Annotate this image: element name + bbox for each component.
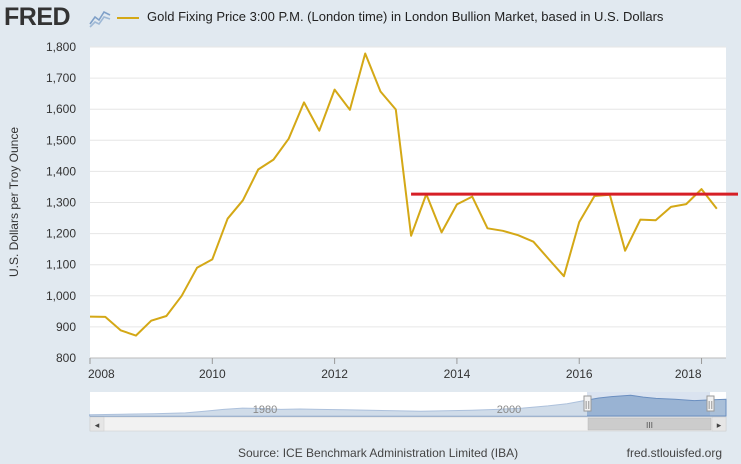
y-tick-label: 1,700 (46, 71, 76, 85)
scrollbar-thumb[interactable]: III (587, 417, 712, 431)
y-tick-label: 900 (56, 320, 76, 334)
navigator-handle-left-grip: || (585, 400, 590, 409)
x-tick-label: 2008 (88, 367, 115, 381)
y-tick-label: 1,300 (46, 196, 76, 210)
scroll-left-button[interactable]: ◂ (89, 416, 105, 432)
y-tick-label: 1,200 (46, 227, 76, 241)
y-tick-label: 1,100 (46, 258, 76, 272)
series-gold-price (90, 52, 718, 337)
y-tick-label: 1,800 (46, 40, 76, 54)
navigator-handle-right-grip: || (708, 400, 713, 409)
y-axis-label: U.S. Dollars per Troy Ounce (7, 127, 21, 277)
navigator-handle-left[interactable]: || (583, 395, 592, 412)
y-tick-label: 1,500 (46, 133, 76, 147)
x-tick-label: 2016 (566, 367, 593, 381)
legend-series-label: Gold Fixing Price 3:00 P.M. (London time… (147, 9, 664, 24)
x-tick-label: 2012 (321, 367, 348, 381)
navigator-label-1980: 1980 (253, 404, 277, 416)
scrollbar-grip-icon: III (646, 421, 653, 430)
scroll-left-arrow-icon: ◂ (95, 421, 100, 431)
y-tick-label: 1,400 (46, 164, 76, 178)
chart-header: FRED Gold Fixing Price 3:00 P.M. (London… (0, 0, 741, 36)
x-tick-label: 2010 (199, 367, 226, 381)
scroll-right-arrow-icon: ▸ (717, 421, 722, 431)
y-tick-label: 1,000 (46, 289, 76, 303)
logo-graph-icon (89, 6, 111, 28)
scroll-right-button[interactable]: ▸ (711, 416, 727, 432)
series-line[interactable] (90, 52, 718, 337)
axes: 800 900 1,000 1,100 1,200 1,300 1,400 1,500 1,60… (46, 40, 726, 381)
navigator-label-2000: 2000 (497, 404, 521, 416)
legend-series-swatch (117, 17, 139, 19)
y-tick-label: 800 (56, 351, 76, 365)
navigator-selection[interactable] (587, 392, 710, 416)
navigator-mask-left (90, 392, 587, 416)
navigator-area (89, 394, 727, 417)
navigator-handle-right[interactable]: || (706, 395, 715, 412)
navigator[interactable]: 1980 2000 || || (89, 392, 727, 417)
source-url-link[interactable]: fred.stlouisfed.org (626, 446, 722, 460)
source-note: Source: ICE Benchmark Administration Lim… (238, 446, 519, 460)
y-tick-label: 1,600 (46, 102, 76, 116)
x-tick-label: 2014 (444, 367, 471, 381)
fred-logo[interactable]: FRED (4, 3, 71, 31)
scrollbar[interactable]: ◂ III ▸ (89, 416, 727, 432)
x-tick-label: 2018 (675, 367, 702, 381)
